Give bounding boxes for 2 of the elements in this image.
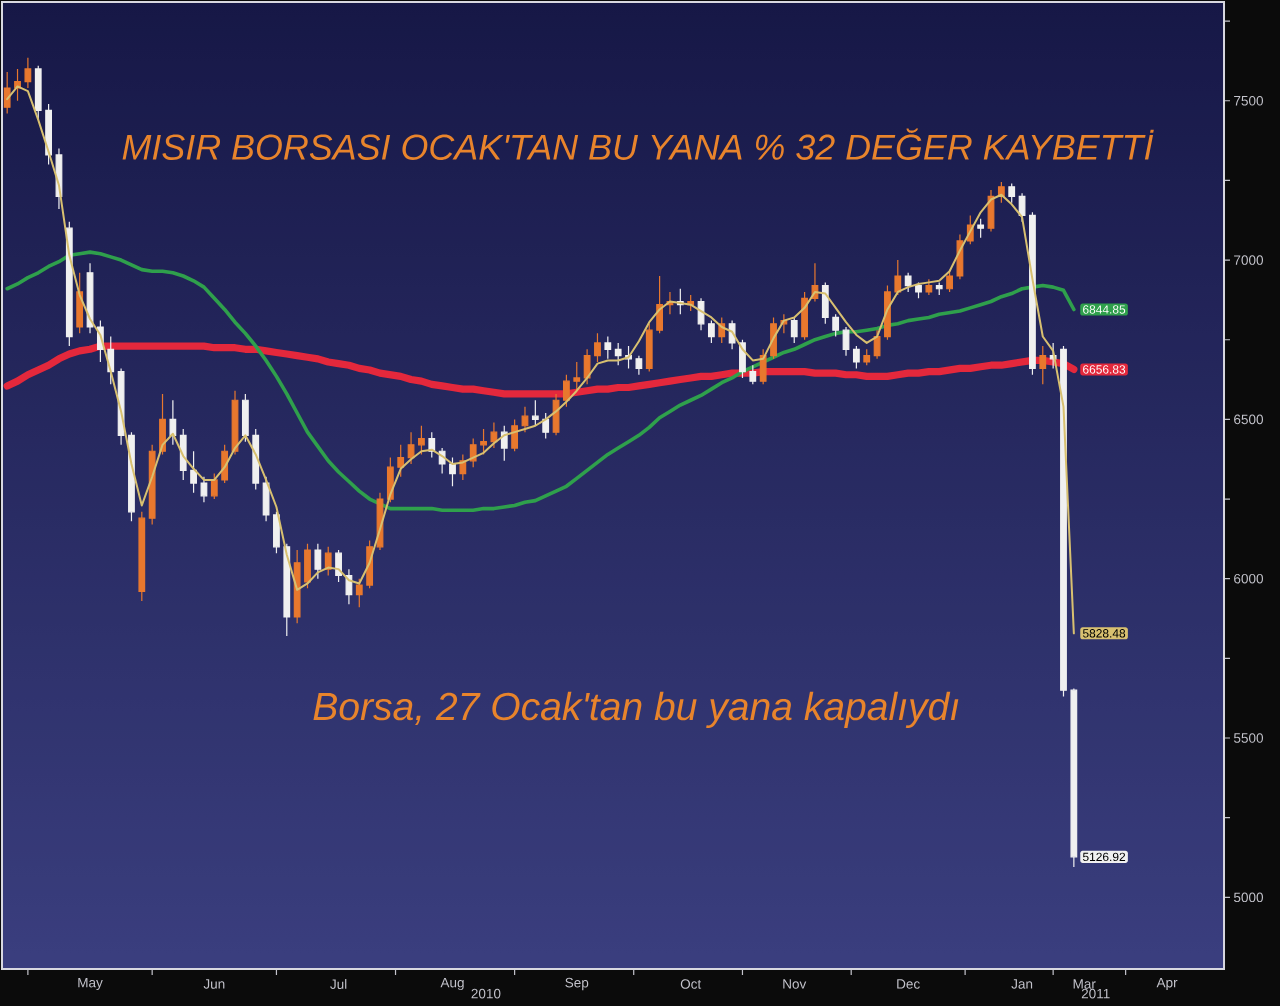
text: MISIR BORSASI OCAK'TAN BU YANA % 32 DEĞER KAYBETTİ	[122, 128, 1154, 160]
annotation: Borsa, 27 Ocak'tan bu yana kapalıydı	[313, 691, 959, 729]
